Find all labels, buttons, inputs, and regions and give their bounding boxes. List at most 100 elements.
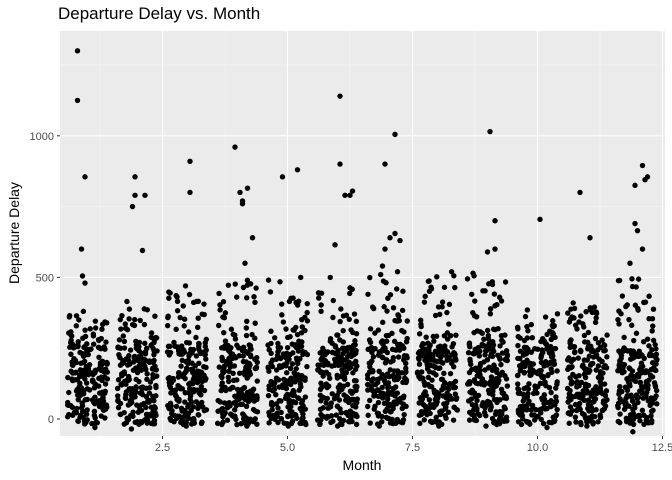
- data-point: [347, 364, 354, 370]
- data-point: [528, 321, 534, 328]
- data-point: [190, 415, 197, 422]
- data-point: [367, 364, 373, 370]
- data-point: [444, 336, 451, 342]
- data-point: [195, 412, 201, 418]
- data-point-outlier: [79, 273, 86, 279]
- data-point: [92, 424, 98, 431]
- data-point: [381, 347, 387, 354]
- data-point: [581, 324, 587, 330]
- data-point: [571, 305, 578, 312]
- data-point: [347, 290, 353, 297]
- data-point: [601, 364, 607, 370]
- data-point: [235, 345, 242, 351]
- data-point: [230, 370, 236, 377]
- data-point: [146, 390, 153, 396]
- data-point-outlier: [249, 235, 256, 241]
- data-point: [180, 303, 186, 309]
- data-point: [383, 280, 389, 286]
- data-point: [236, 396, 242, 403]
- data-point: [541, 396, 548, 402]
- data-point: [493, 409, 499, 415]
- data-point: [75, 396, 81, 403]
- data-point: [444, 357, 450, 363]
- data-point: [234, 294, 240, 300]
- data-point: [517, 403, 524, 410]
- data-point: [124, 362, 131, 368]
- data-point: [417, 420, 423, 427]
- data-point: [572, 414, 579, 420]
- data-point: [439, 304, 445, 310]
- data-point: [617, 419, 623, 426]
- data-point: [203, 347, 209, 354]
- data-point: [118, 326, 124, 332]
- data-point: [347, 285, 353, 291]
- data-point: [484, 357, 491, 363]
- data-point: [343, 362, 349, 369]
- data-point: [473, 314, 480, 320]
- data-point: [649, 347, 655, 353]
- data-point: [144, 345, 150, 352]
- data-point: [341, 345, 347, 351]
- data-point: [131, 353, 138, 360]
- data-point: [503, 395, 510, 402]
- data-point: [354, 383, 360, 390]
- data-point: [336, 415, 343, 422]
- plot-panel: [60, 31, 665, 436]
- data-point: [595, 419, 601, 425]
- data-point: [369, 369, 375, 375]
- data-point: [327, 338, 334, 344]
- data-point: [278, 398, 284, 404]
- data-point: [629, 322, 635, 328]
- data-point: [134, 369, 141, 376]
- data-point: [550, 418, 557, 424]
- data-point: [283, 326, 289, 332]
- data-point: [502, 279, 509, 285]
- y-tick-label: 500: [36, 272, 54, 284]
- data-point: [416, 331, 423, 337]
- data-point: [233, 402, 240, 409]
- x-tick-label: 7.5: [405, 442, 420, 454]
- data-point: [646, 352, 653, 359]
- data-point: [240, 370, 247, 376]
- data-point-outlier: [392, 131, 398, 138]
- data-point: [565, 357, 571, 363]
- data-point: [91, 412, 98, 419]
- data-point: [246, 360, 253, 367]
- data-point: [597, 375, 603, 381]
- data-point-outlier: [639, 246, 646, 252]
- data-point: [623, 418, 630, 425]
- data-point: [124, 298, 130, 305]
- data-point: [130, 367, 137, 373]
- data-point: [554, 406, 560, 413]
- data-point: [148, 330, 155, 336]
- data-point-outlier: [379, 263, 386, 269]
- data-point: [319, 384, 325, 390]
- data-point-outlier: [489, 281, 496, 288]
- data-point: [617, 411, 623, 417]
- data-point: [487, 407, 494, 413]
- data-point: [80, 308, 87, 315]
- data-point: [627, 356, 634, 362]
- data-point: [480, 288, 486, 294]
- data-point: [278, 301, 285, 307]
- data-point: [214, 420, 221, 427]
- data-point: [450, 340, 457, 347]
- data-point: [96, 375, 102, 382]
- data-point: [300, 351, 306, 358]
- data-point: [183, 423, 189, 429]
- data-point: [387, 359, 394, 365]
- data-point: [467, 389, 473, 395]
- data-point: [553, 385, 559, 391]
- data-point: [524, 335, 531, 341]
- data-point: [428, 284, 434, 290]
- data-point: [548, 389, 554, 396]
- data-point: [174, 415, 180, 421]
- data-point-outlier: [239, 201, 246, 207]
- data-point: [575, 402, 581, 409]
- data-point: [265, 277, 272, 283]
- data-point: [294, 331, 301, 338]
- data-point: [441, 370, 447, 377]
- data-point: [443, 415, 449, 421]
- data-point: [524, 407, 530, 413]
- data-point: [228, 326, 235, 332]
